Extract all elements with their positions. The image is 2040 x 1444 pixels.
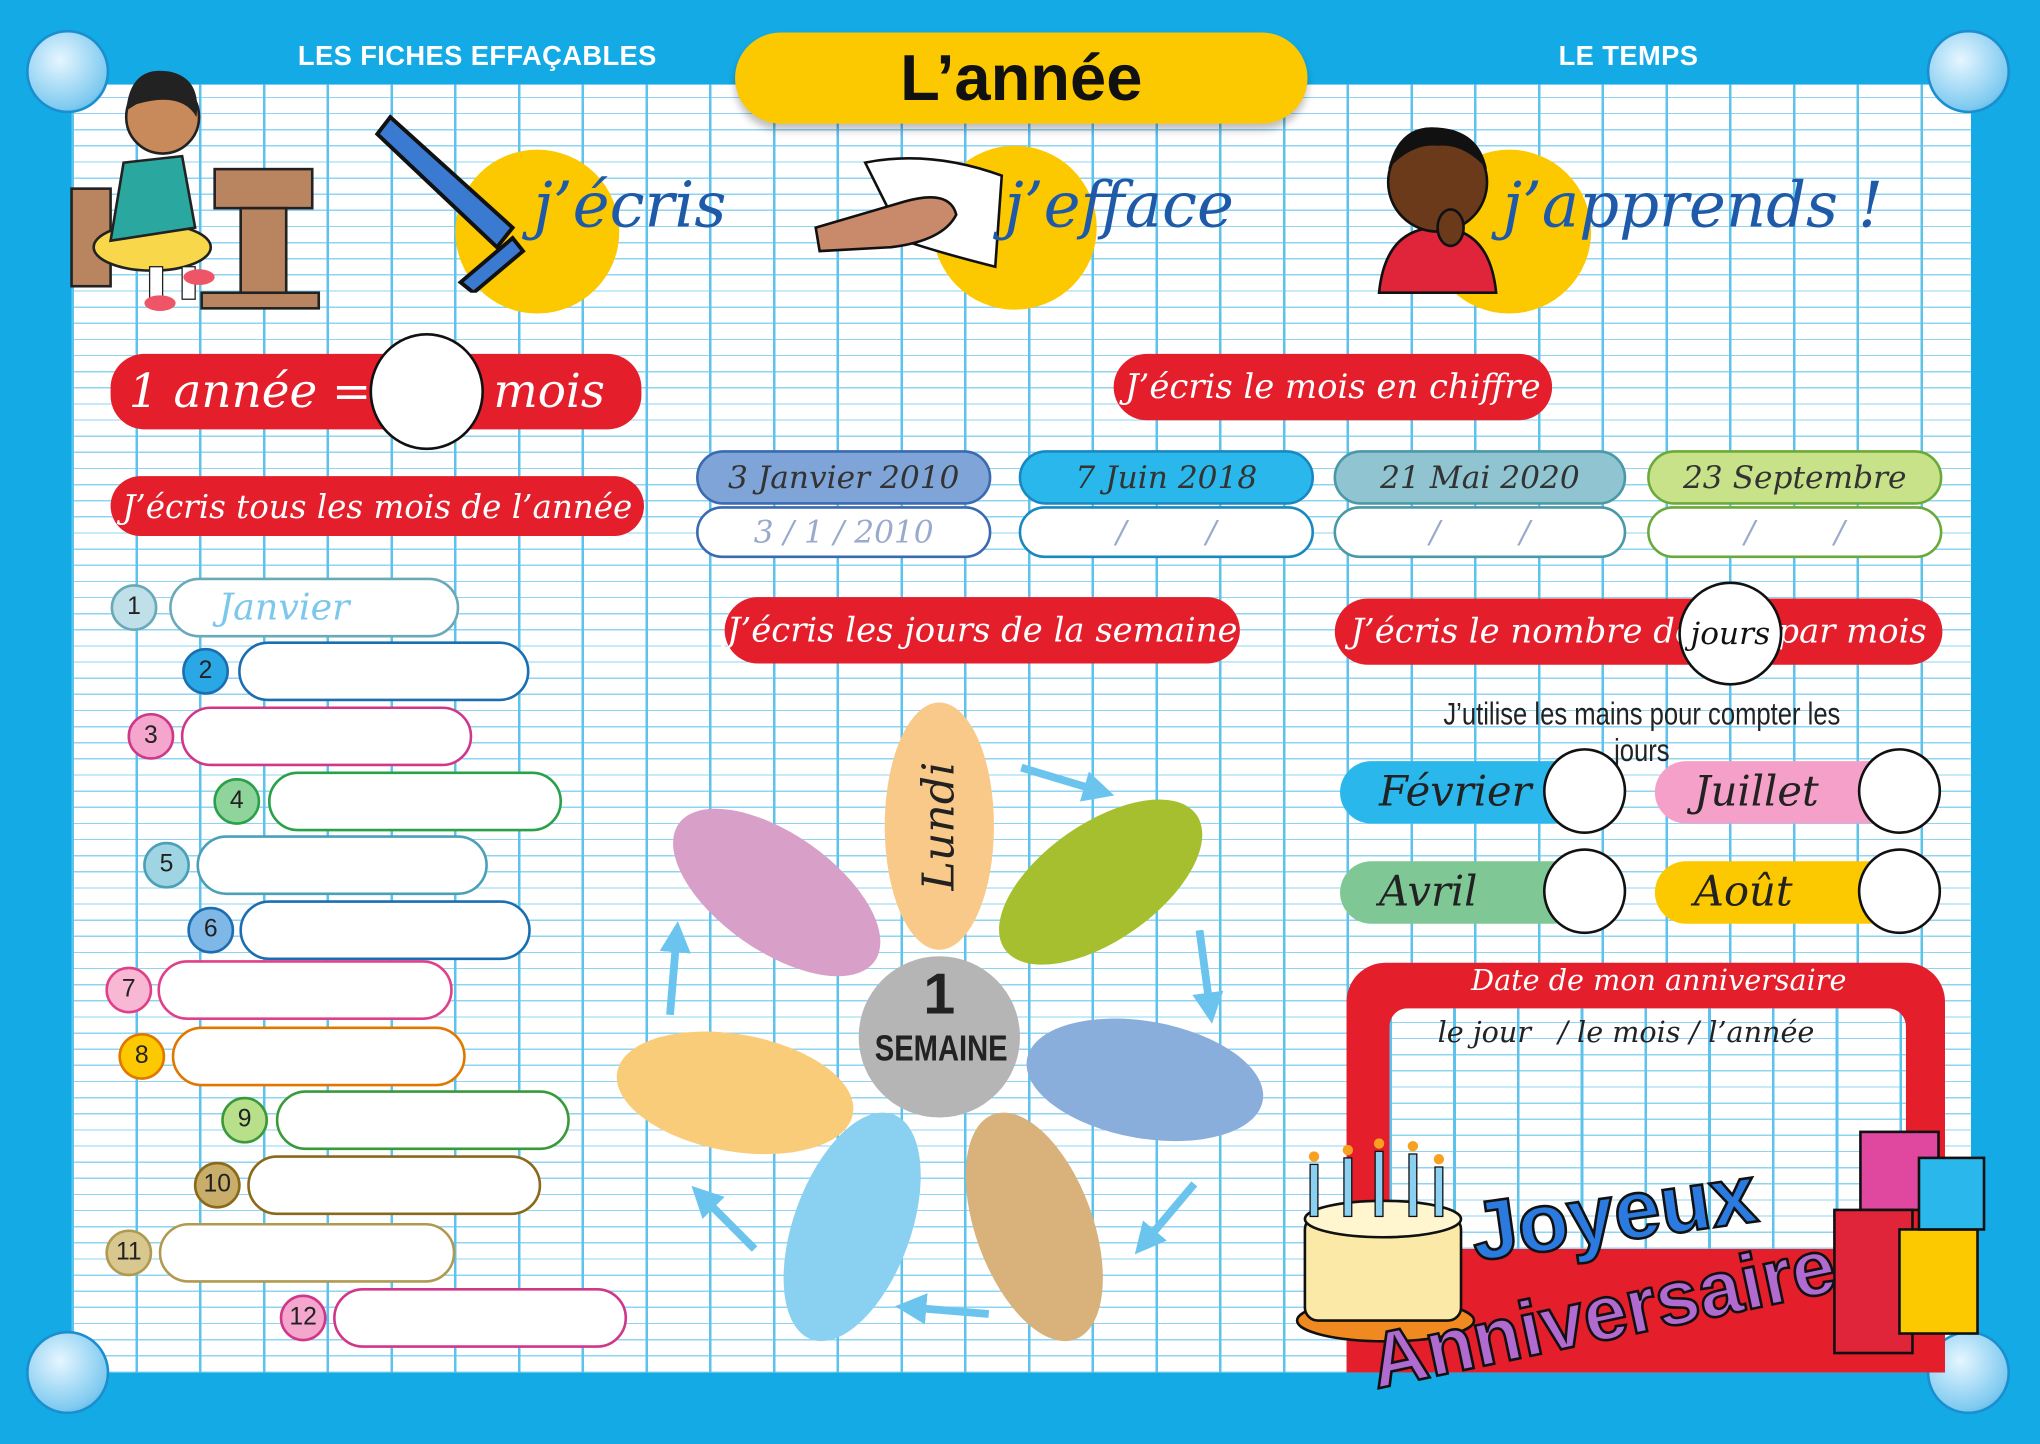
months-section-title: J’écris tous les mois de l’année [110, 476, 644, 537]
month-number-badge: 8 [118, 1032, 166, 1080]
birthday-field[interactable] [1389, 1008, 1906, 1249]
day-petal[interactable] [971, 767, 1230, 997]
month-answer-field[interactable] [275, 1090, 570, 1151]
date-answer-field[interactable]: / / [1018, 506, 1315, 559]
month-number-badge: 12 [279, 1294, 327, 1342]
arrow-icon [1134, 1181, 1198, 1255]
year-months-left: 1 année = [128, 364, 372, 419]
arrow-icon [691, 1185, 758, 1252]
days-title-left: J’écris le nombre de [1350, 612, 1695, 652]
arrow-icon [1020, 763, 1115, 802]
month-answer-field[interactable] [158, 1222, 456, 1283]
arrow-icon [1192, 929, 1224, 1024]
slogan-learn: j’apprends ! [1502, 169, 1884, 242]
date-text: 23 Septembre 2015 [1647, 450, 1943, 545]
months-count-answer[interactable] [369, 333, 484, 451]
month-answer-field[interactable]: Janvier [169, 577, 460, 638]
month-answer-field[interactable] [238, 641, 530, 702]
marker-pen-icon [374, 114, 526, 293]
month-answer-field[interactable] [239, 900, 531, 961]
date-text: 3 Janvier 2010 [696, 450, 992, 505]
month-number-badge: 9 [221, 1096, 269, 1144]
month-number-badge: 3 [127, 712, 175, 760]
month-answer-field[interactable] [180, 706, 473, 767]
week-flower [607, 702, 1273, 1359]
week-center: 1 SEMAINE [859, 963, 1020, 1070]
date-text: 7 Juin 2018 [1018, 450, 1315, 505]
days-title-circle: jours [1678, 581, 1783, 686]
month-answer-field[interactable] [171, 1026, 466, 1087]
digits-section-title: J’écris le mois en chiffre [1113, 353, 1553, 421]
week-center-circle [858, 956, 1020, 1118]
arrow-icon [659, 921, 691, 1016]
date-answer-field[interactable]: / / [1647, 506, 1943, 559]
month-answer-field[interactable] [333, 1287, 628, 1348]
days-count-answer[interactable] [1542, 748, 1627, 834]
week-section-title: J’écris les jours de la semaine [724, 597, 1240, 664]
day-petal[interactable] [1017, 1001, 1273, 1158]
month-number-badge: 6 [187, 906, 235, 954]
page-title: L’année [735, 32, 1308, 124]
month-number-badge: 1 [110, 584, 158, 631]
week-label: SEMAINE [874, 1027, 1008, 1069]
birthday-fields-label: le jour / le mois / l’année [1437, 1017, 1815, 1050]
days-count-answer[interactable] [1542, 848, 1627, 935]
birthday-cake-illustration [1295, 1138, 1476, 1343]
series-label: LES FICHES EFFAÇABLES [297, 41, 657, 72]
date-answer-field[interactable]: 3 / 1 / 2010 [696, 506, 992, 559]
corner-dot-icon [26, 1330, 110, 1415]
corner-dot-icon [26, 29, 110, 114]
day-petal[interactable] [756, 1094, 948, 1359]
month-answer-field[interactable] [157, 960, 453, 1020]
birthday-title: Date de mon anniversaire [1471, 965, 1847, 998]
boy-thinking-illustration [1377, 127, 1498, 295]
days-title-right: par mois [1777, 612, 1927, 652]
days-hint: J’utilise les mains pour compter les jou… [1443, 697, 1841, 769]
month-number-badge: 2 [182, 647, 229, 695]
day-petal[interactable] [884, 702, 994, 950]
date-text: 21 Mai 2020 [1333, 450, 1627, 505]
days-count-answer[interactable] [1857, 748, 1942, 834]
topic-label: LE TEMPS [1558, 41, 1699, 72]
gift-boxes-illustration [1833, 1130, 1986, 1355]
arrow-icon [895, 1293, 990, 1325]
days-count-answer[interactable] [1857, 848, 1942, 935]
month-number-badge: 10 [193, 1161, 241, 1209]
month-number-badge: 7 [105, 966, 153, 1014]
date-answer-field[interactable]: / / [1333, 506, 1627, 559]
year-months-right: mois [493, 364, 605, 419]
week-number: 1 [923, 962, 956, 1027]
month-answer-field[interactable] [247, 1155, 542, 1216]
slogan-erase: j’efface [1004, 169, 1234, 242]
day-petal[interactable] [607, 1014, 863, 1171]
corner-dot-icon [1926, 29, 2011, 114]
slogan-write: j’écris [533, 169, 727, 242]
petal-monday-label: Lundi [913, 761, 966, 891]
month-answer-field[interactable] [196, 835, 488, 896]
day-petal[interactable] [645, 776, 908, 1009]
day-petal[interactable] [938, 1094, 1130, 1359]
hand-wiping-icon [814, 156, 1004, 269]
days-section-title: J’écris le nombre de par mois [1334, 598, 1943, 665]
month-number-badge: 11 [105, 1229, 153, 1277]
month-answer-field[interactable] [268, 771, 563, 832]
girl-at-desk-illustration [70, 70, 321, 311]
month-number-badge: 4 [213, 777, 261, 825]
month-number-badge: 5 [143, 841, 190, 889]
